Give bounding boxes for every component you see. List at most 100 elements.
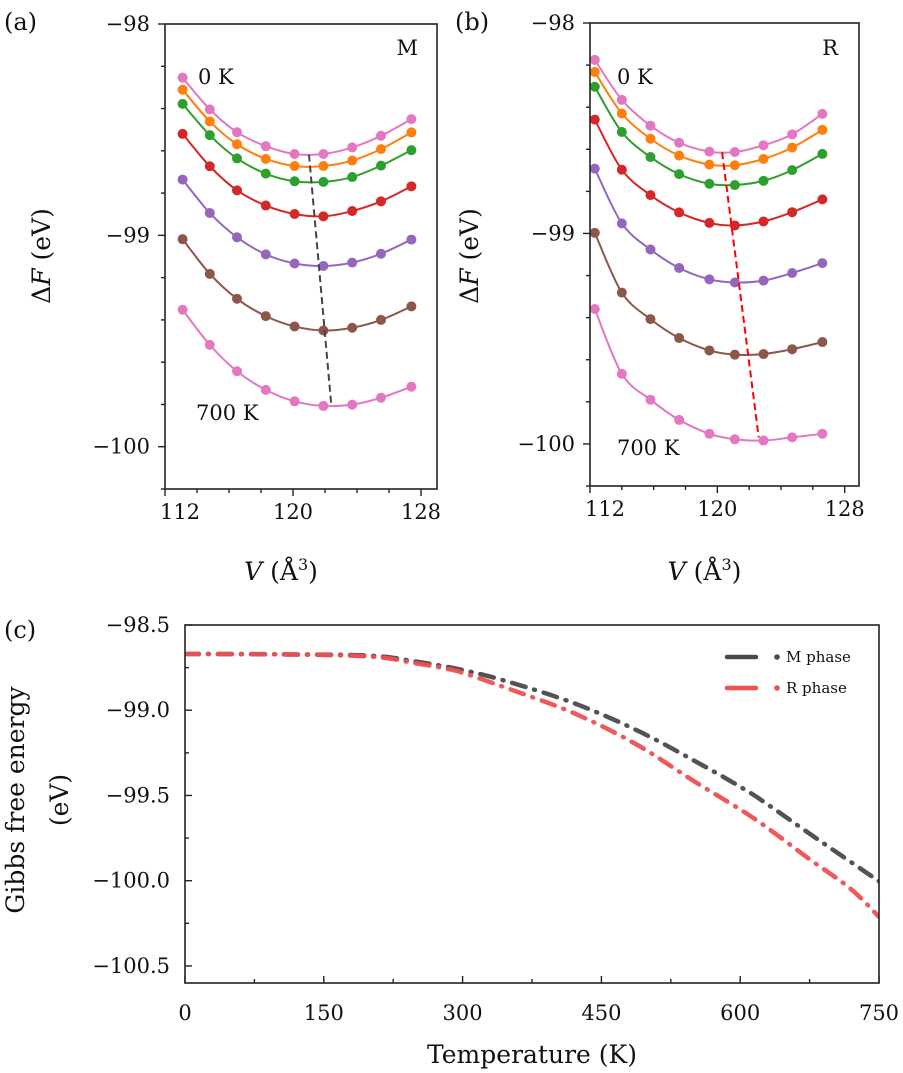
data-point — [232, 127, 242, 138]
data-point — [645, 152, 656, 163]
data-point — [729, 434, 740, 445]
data-point — [817, 108, 828, 119]
series-line-r-phase — [185, 651, 879, 920]
data-point — [232, 293, 242, 304]
data-point — [177, 304, 188, 315]
data-point — [758, 216, 769, 227]
data-point — [704, 159, 715, 170]
data-point — [758, 435, 769, 446]
series-line-6 — [593, 308, 823, 442]
data-point — [347, 399, 358, 410]
data-point — [645, 120, 656, 131]
data-point — [817, 194, 828, 205]
data-point — [232, 232, 242, 243]
axes-frame — [589, 22, 860, 487]
plot-area — [177, 72, 417, 411]
data-point — [645, 314, 656, 325]
data-point — [817, 148, 828, 159]
data-point — [177, 98, 188, 109]
x-tick-label: 120 — [697, 497, 737, 521]
data-point — [376, 160, 386, 171]
panel-label: (b) — [455, 8, 489, 36]
x-label-sup: 3 — [721, 555, 731, 574]
data-point — [406, 234, 417, 245]
axes-frame — [164, 23, 438, 490]
data-point — [289, 148, 300, 159]
data-point — [376, 144, 386, 155]
data-point — [758, 175, 769, 186]
legend-dot-sample — [774, 654, 780, 660]
panel-a: 112 120 128 −98 −99 −100 (a) M 0 K 700 K V (Å3) ΔF … — [4, 8, 441, 586]
data-point — [177, 72, 188, 83]
x-tick-label: 150 — [304, 1001, 344, 1025]
data-point — [204, 116, 215, 127]
y-label-prefix: Δ — [27, 286, 56, 304]
data-point — [674, 169, 685, 180]
data-point — [177, 84, 188, 95]
data-point — [674, 262, 685, 273]
data-point — [787, 165, 798, 176]
data-point — [347, 206, 358, 217]
data-point — [232, 185, 242, 196]
data-point — [817, 337, 828, 348]
data-point — [318, 325, 329, 336]
data-point — [406, 145, 417, 156]
y-tick-label: −98 — [531, 11, 575, 35]
axes-frame — [184, 624, 880, 984]
panel-b: 112 120 128 −98 −99 −100 (b) R 0 K 700 K V (Å3) ΔF … — [455, 8, 865, 586]
legend: M phase R phase — [724, 648, 851, 697]
data-point — [590, 304, 600, 315]
x-axis-label: Temperature (K) — [427, 1040, 637, 1069]
data-point — [376, 392, 386, 403]
data-point — [674, 333, 685, 344]
data-point — [729, 349, 740, 360]
x-label-close: ) — [732, 557, 742, 586]
data-point — [729, 160, 740, 171]
data-point — [406, 127, 417, 138]
data-point — [758, 140, 769, 151]
phase-label: M — [396, 36, 418, 60]
x-label-close: ) — [308, 557, 318, 586]
data-point — [590, 54, 600, 65]
data-point — [232, 366, 242, 377]
data-point — [289, 321, 300, 332]
y-tick-label: −100.5 — [92, 954, 170, 978]
y-label-unit: (eV) — [455, 208, 484, 268]
data-point — [232, 139, 242, 150]
minimum-trace-line — [721, 152, 760, 438]
data-point — [787, 129, 798, 140]
data-point — [204, 104, 215, 115]
data-point — [376, 314, 386, 325]
y-label-unit: (eV) — [27, 208, 56, 268]
data-point — [318, 400, 329, 411]
x-tick-label: 128 — [401, 500, 441, 524]
x-label-var: V — [244, 557, 265, 586]
y-axis-label: ΔF (eV) — [455, 208, 484, 304]
data-point — [590, 81, 600, 92]
data-point — [704, 178, 715, 189]
x-axis-label: V (Å3) — [668, 555, 742, 586]
data-point — [289, 209, 300, 220]
data-point — [616, 218, 627, 229]
data-point — [704, 274, 715, 285]
y-tick-label: −99.0 — [106, 698, 170, 722]
data-point — [318, 161, 329, 172]
minimum-trace-line — [308, 154, 333, 407]
x-tick-label: 120 — [273, 500, 313, 524]
series-line-5 — [593, 232, 823, 356]
annotation-700k: 700 K — [196, 401, 259, 425]
data-point — [817, 124, 828, 135]
plot-area — [185, 651, 879, 920]
data-point — [347, 257, 358, 268]
x-label-unit: (Å — [686, 556, 723, 586]
data-point — [260, 168, 271, 179]
x-axis-label: V (Å3) — [244, 555, 318, 586]
data-point — [590, 67, 600, 78]
y-tick-label: −98.5 — [106, 613, 170, 637]
x-tick-label: 600 — [720, 1001, 760, 1025]
data-point — [289, 176, 300, 187]
data-point — [758, 153, 769, 164]
data-point — [204, 161, 215, 172]
x-tick-label: 300 — [443, 1001, 483, 1025]
